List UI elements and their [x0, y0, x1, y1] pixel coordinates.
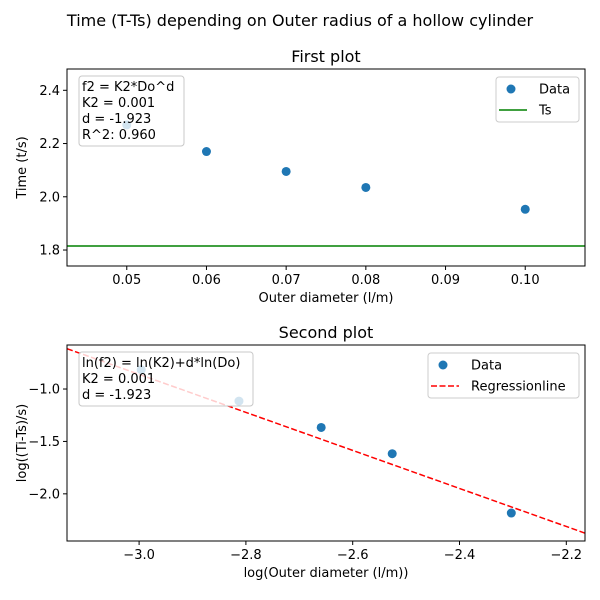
y-tick-label: 2.0 — [39, 190, 60, 205]
annotation-line: R^2: 0.960 — [82, 128, 156, 143]
legend-label: Ts — [538, 104, 552, 119]
data-point — [316, 422, 326, 432]
figure-title: Time (T-Ts) depending on Outer radius of… — [66, 11, 534, 30]
y-tick-label: −2.0 — [28, 487, 60, 502]
annotation-box — [78, 75, 185, 147]
x-tick-label: −3.0 — [123, 548, 155, 563]
data-point — [506, 508, 516, 518]
y-tick-label: 2.4 — [39, 84, 60, 99]
first-plot-title: First plot — [291, 47, 360, 66]
x-tick-label: 0.06 — [192, 273, 221, 288]
data-point — [387, 449, 397, 459]
axes-frame — [66, 68, 586, 267]
legend: Data Ts — [495, 76, 580, 123]
data-point — [201, 147, 211, 157]
legend-box — [427, 352, 580, 399]
annotation-line: d = -1.923 — [82, 388, 151, 403]
y-tick-label: −1.0 — [28, 383, 60, 398]
second-plot: Second plot −3.0 −2.8 −2.6 −2.4 −2.2 −1.0 −1.5 −… — [15, 323, 586, 581]
annotation-line: ln(f2) = ln(K2)+d*ln(Do) — [82, 356, 240, 371]
x-tick-label: −2.6 — [337, 548, 369, 563]
x-tick-label: −2.2 — [551, 548, 583, 563]
annotation-line: f2 = K2*Do^d — [82, 80, 174, 95]
x-tick-label: −2.8 — [230, 548, 262, 563]
x-tick-label: −2.4 — [444, 548, 476, 563]
y-axis-label: Time (t/s) — [15, 136, 30, 199]
y-tick-label: −1.5 — [28, 435, 60, 450]
legend: Data Regressionline — [427, 352, 580, 399]
second-plot-title: Second plot — [279, 323, 374, 342]
x-axis-label: log(Outer diameter (l/m)) — [244, 566, 409, 581]
annotation-box — [78, 351, 254, 407]
axes-frame — [66, 344, 586, 542]
legend-marker-data — [438, 360, 448, 370]
data-point — [520, 204, 530, 214]
legend-label: Data — [539, 83, 570, 98]
annotation-line: K2 = 0.001 — [82, 372, 155, 387]
x-axis-label: Outer diameter (l/m) — [259, 291, 394, 306]
x-tick-label: 0.05 — [112, 273, 141, 288]
annotation-line: d = -1.923 — [82, 112, 151, 127]
legend-label: Regressionline — [471, 380, 566, 395]
data-point — [361, 182, 371, 192]
x-tick-label: 0.08 — [351, 273, 380, 288]
y-tick-label: 1.8 — [39, 244, 60, 259]
x-tick-label: 0.07 — [272, 273, 301, 288]
first-plot: First plot 0.05 0.06 0.07 0.08 0.09 0.10 1.8 2.0… — [15, 47, 586, 306]
y-tick-label: 2.2 — [39, 137, 60, 152]
x-tick-label: 0.09 — [431, 273, 460, 288]
y-axis-label: log((Ti-Ts)/s) — [15, 404, 30, 482]
regression-line — [67, 347, 585, 534]
legend-marker-data — [506, 84, 516, 94]
legend-label: Data — [471, 359, 502, 374]
data-point — [281, 166, 291, 176]
annotation-line: K2 = 0.001 — [82, 96, 155, 111]
x-tick-label: 0.10 — [511, 273, 540, 288]
